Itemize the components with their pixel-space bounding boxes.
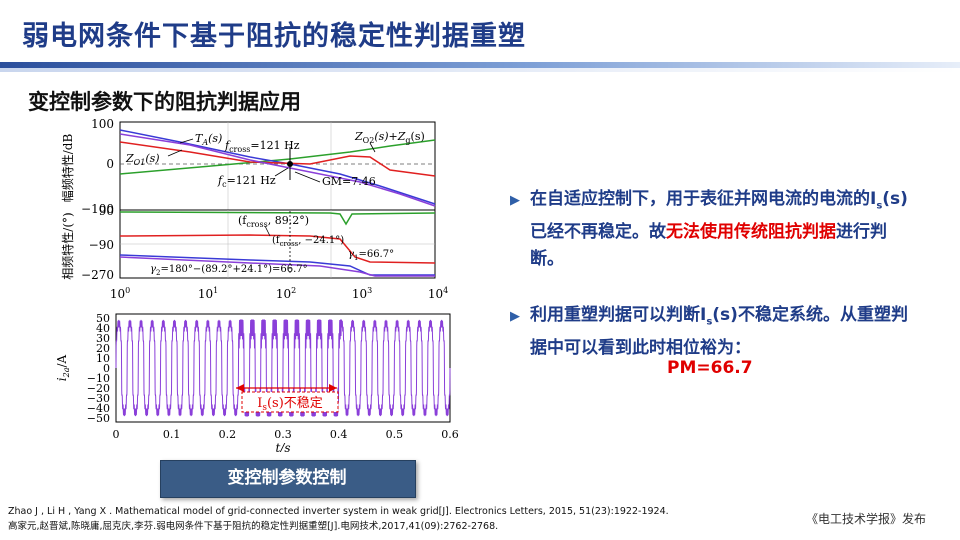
time-ytick: 0: [103, 362, 110, 375]
time-xtick: 0.5: [386, 428, 404, 441]
phase-curve-purple: [119, 256, 435, 277]
time-ytick: 10: [96, 352, 110, 365]
phase-label-g1: γ1=66.7°: [348, 249, 394, 262]
title-underline-shadow: [0, 68, 960, 72]
phase-label-g2: γ2=180°−(89.2°+24.1°)=66.7°: [150, 264, 308, 277]
reference-2: 高家元,赵晋斌,陈晓庸,屈克庆,李芬.弱电网条件下基于阻抗的稳定性判据重塑[J]…: [8, 521, 499, 532]
mag-curve-green: [119, 139, 436, 175]
mag-label-fc: fc=121 Hz: [217, 174, 276, 189]
phase-ylabel: 相频特性/(°): [60, 212, 75, 279]
phase-ytick-neg90: −90: [89, 238, 114, 252]
time-ytick: −20: [87, 382, 110, 395]
bode-magnitude-plot: 100 0 −100 幅频特性/dB TA(s) ZO1(s) fcross=1…: [60, 117, 436, 216]
phase-label-p1: (fcross, 89.2°): [238, 214, 309, 229]
time-ytick: 50: [96, 312, 110, 325]
impedance-figure: 100 0 −100 幅频特性/dB TA(s) ZO1(s) fcross=1…: [55, 117, 459, 452]
phase-curve-red: [119, 234, 436, 264]
phase-xtick-0: 100: [110, 286, 130, 301]
time-xtick: 0.3: [274, 428, 292, 441]
time-xtick: 0.4: [330, 428, 348, 441]
phase-xtick-3: 103: [352, 286, 372, 301]
time-ytick: −10: [87, 372, 110, 385]
unstable-annotation: Is(s)不稳定: [257, 395, 323, 413]
triangle-bullet-icon: ▶: [510, 193, 520, 208]
time-xtick: 0.6: [441, 428, 459, 441]
phase-curve-green: [119, 211, 436, 226]
current-waveform-line: [115, 319, 451, 417]
time-xlabel: t/s: [275, 441, 290, 452]
title-underline: [0, 62, 960, 68]
phase-xtick-4: 104: [428, 286, 448, 301]
mag-label-fcross: fcross=121 Hz: [224, 139, 300, 154]
mag-ylabel: 幅频特性/dB: [60, 134, 75, 203]
mag-label-gm: GM=7.46: [322, 175, 376, 188]
time-ytick: −50: [87, 412, 110, 425]
reference-1: Zhao J , Li H , Yang X . Mathematical mo…: [8, 506, 669, 517]
time-xtick: 0: [113, 428, 120, 441]
bullet-adaptive-control: ▶ 在自适应控制下，用于表征并网电流的电流的Is(s)已经不再稳定。故无法使用传…: [510, 189, 908, 270]
page-title: 弱电网条件下基于阻抗的稳定性判据重塑: [22, 21, 526, 52]
phase-xtick-1: 101: [198, 286, 218, 301]
time-ytick: −40: [87, 402, 110, 415]
mag-ytick-0: 0: [106, 157, 114, 171]
mag-ytick-neg100: −100: [81, 202, 114, 216]
mag-label-zo1: ZO1(s): [125, 152, 160, 167]
time-xtick: 0.1: [163, 428, 181, 441]
time-ytick: 40: [96, 322, 110, 335]
section-subtitle: 变控制参数下的阻抗判据应用: [28, 90, 301, 114]
phase-label-p2: (fcross, −24.1°): [272, 235, 344, 248]
phase-curve-blue: [119, 254, 435, 276]
time-ylabel: i2a/A: [55, 354, 71, 381]
mag-label-ta: TA(s): [195, 132, 222, 147]
time-ytick: −30: [87, 392, 110, 405]
time-ytick: 20: [96, 342, 110, 355]
references: Zhao J , Li H , Yang X . Mathematical mo…: [8, 504, 669, 534]
publisher-credit: 《电工技术学报》发布: [806, 512, 927, 526]
mag-curve-red: [119, 141, 436, 177]
triangle-bullet-icon: ▶: [510, 309, 520, 324]
phase-margin-value: PM=66.7: [667, 358, 753, 378]
caption-box: [160, 460, 416, 498]
mag-curve-purple: [119, 133, 436, 207]
bullet-reshaped-criterion: ▶ 利用重塑判据可以判断Is(s)不稳定系统。从重塑判据中可以看到此时相位裕为：: [510, 305, 908, 359]
phase-ytick-90: 90: [99, 204, 114, 218]
bode-phase-plot: 90 −90 −270 相频特性/(°) (fcross, 89.2°) (fc…: [60, 204, 448, 301]
mag-ytick-100: 100: [91, 117, 114, 131]
current-waveform: [115, 319, 451, 417]
mag-label-zo2: ZO2(s)+Zg(s): [354, 130, 425, 145]
phase-xtick-2: 102: [276, 286, 296, 301]
caption-text: 变控制参数控制: [227, 468, 347, 488]
time-xtick: 0.2: [219, 428, 237, 441]
time-ytick: 30: [96, 332, 110, 345]
phase-ytick-neg270: −270: [81, 268, 114, 282]
